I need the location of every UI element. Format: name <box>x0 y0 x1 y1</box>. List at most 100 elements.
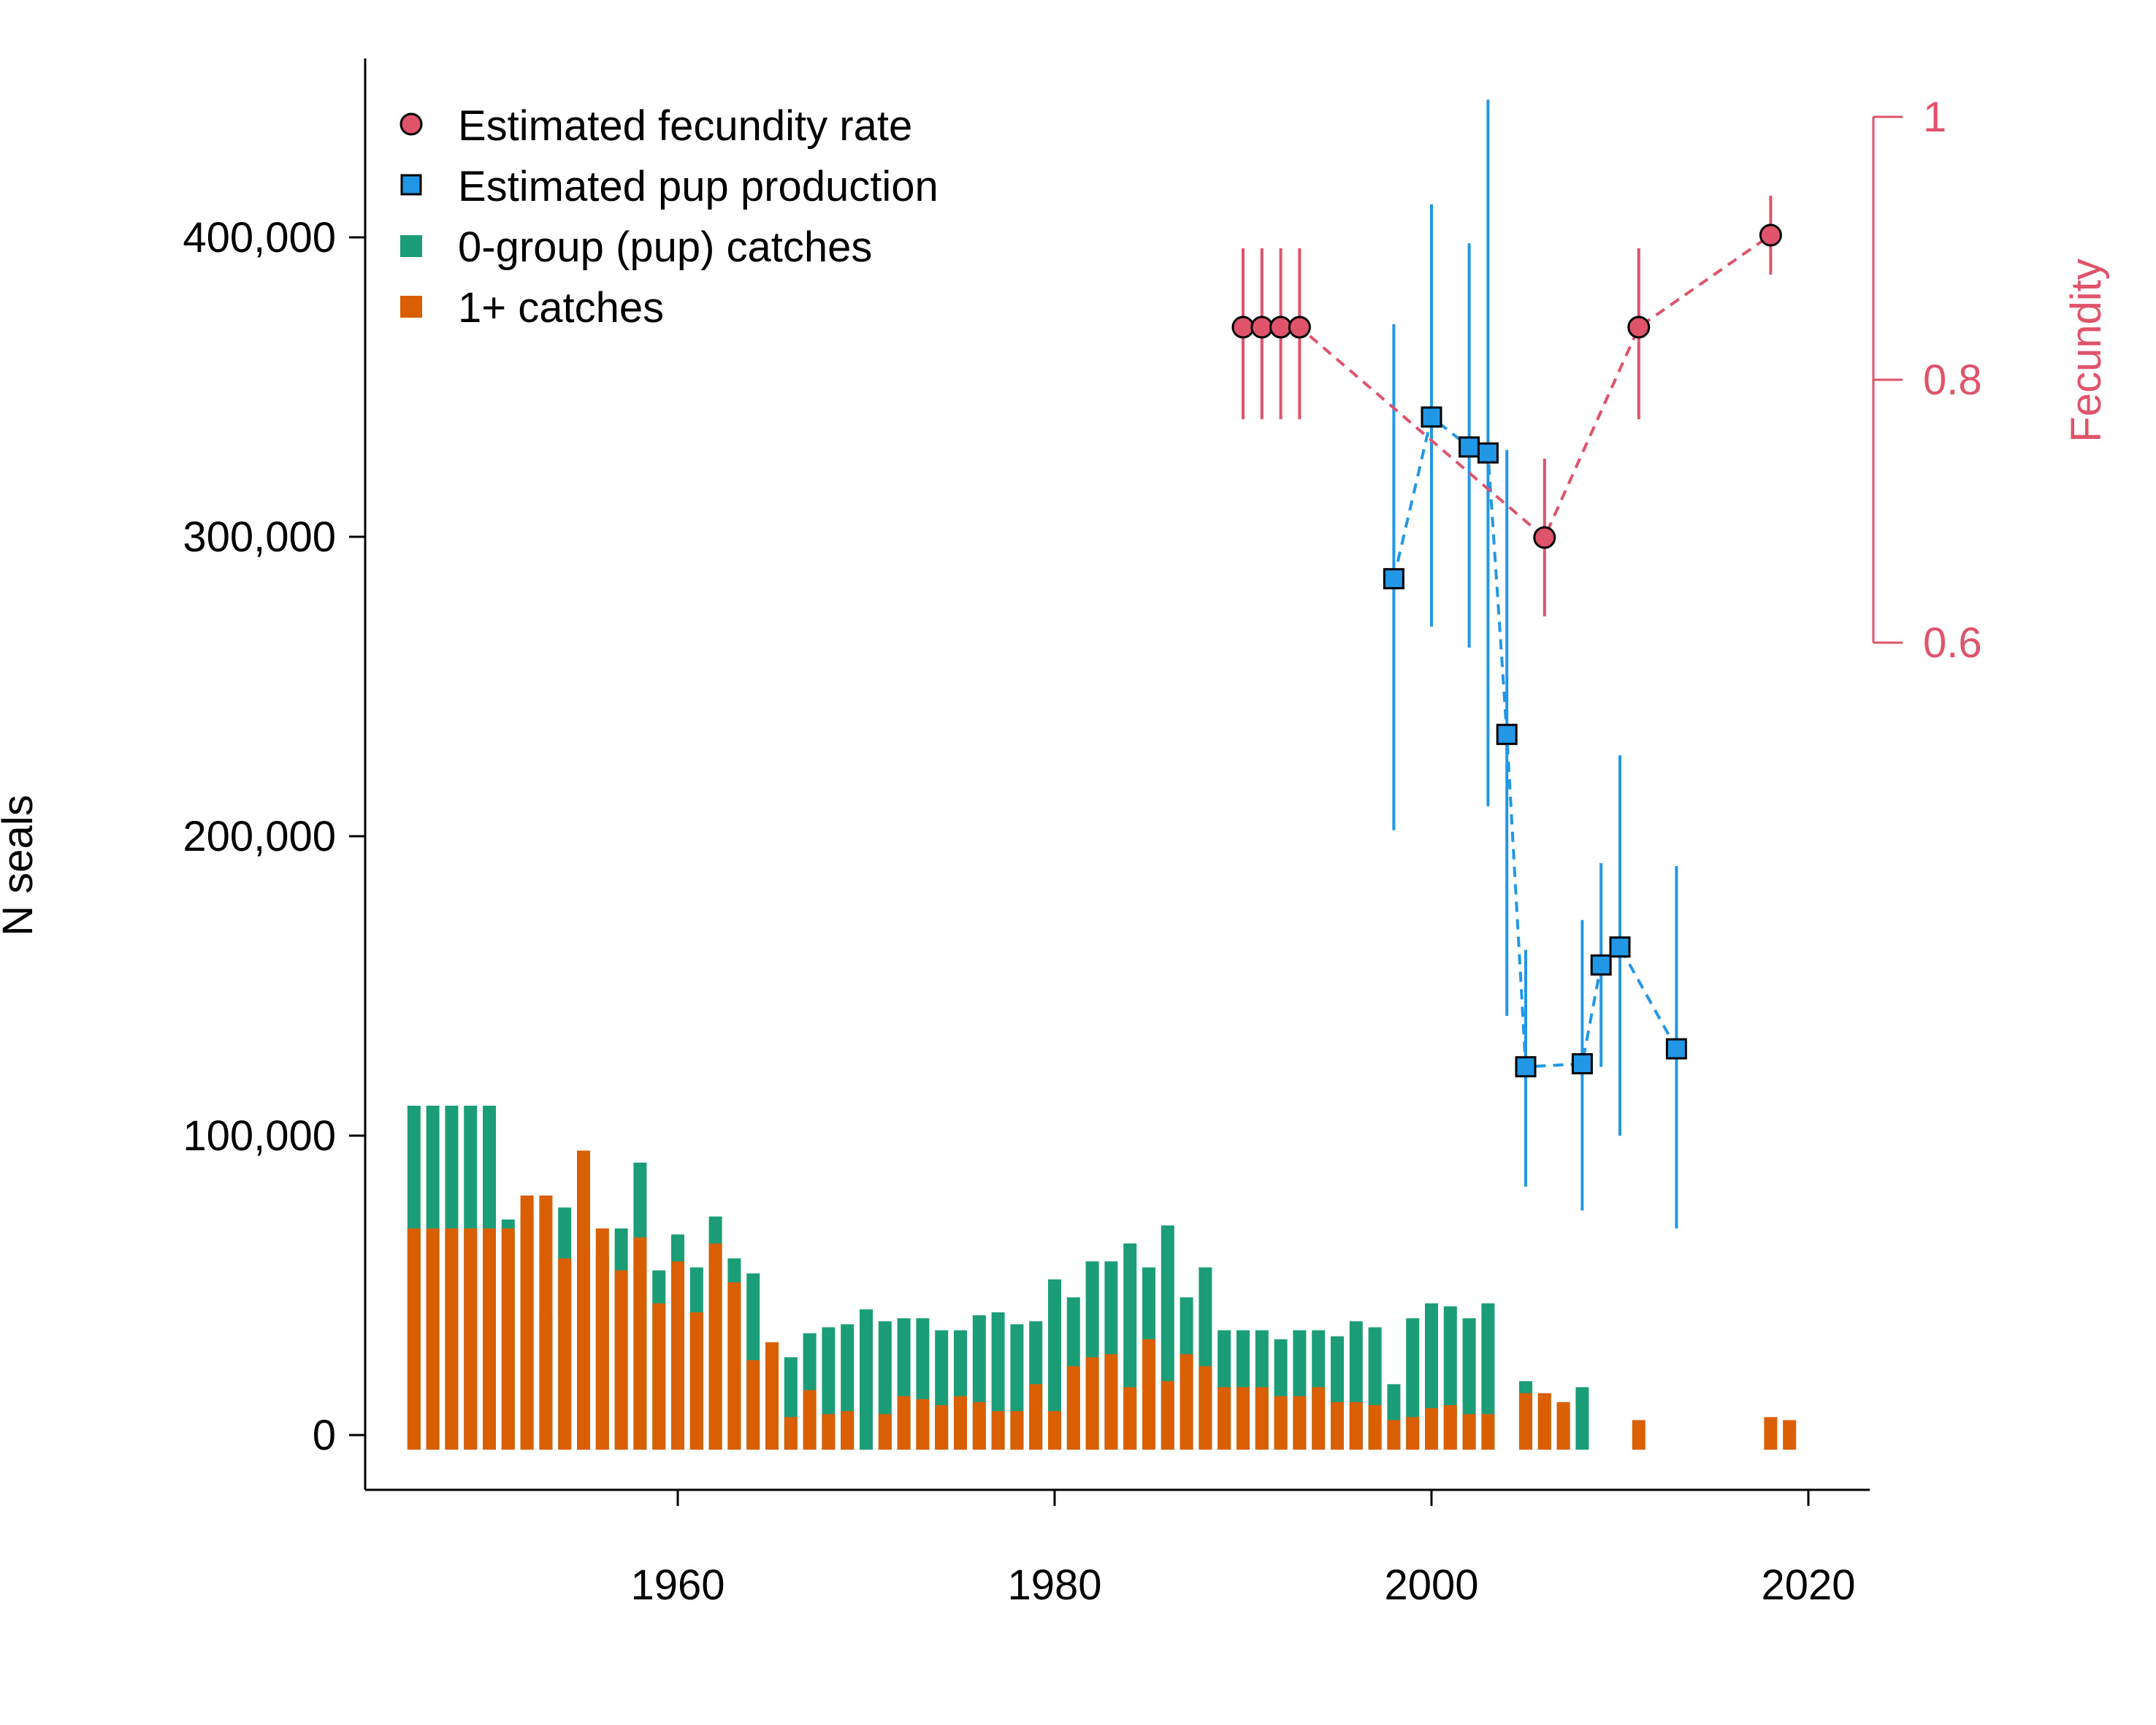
adult-catch-bar <box>1217 1387 1231 1450</box>
pup-production-point <box>1571 1053 1593 1075</box>
adult-catch-bar <box>765 1342 779 1450</box>
x-tick-label: 2020 <box>1761 1561 1855 1609</box>
pup-production-point <box>1590 954 1612 976</box>
legend-marker-bar <box>400 235 422 257</box>
fecundity-point <box>1231 315 1255 339</box>
adult-catch-bar <box>577 1150 590 1450</box>
adult-catch-bar <box>1029 1384 1043 1450</box>
y2-tick-label: 0.6 <box>1923 619 1982 667</box>
adult-catch-bar <box>784 1417 798 1450</box>
adult-catch-bar <box>1387 1420 1401 1450</box>
pup-production-point <box>1383 567 1404 589</box>
y2-tick-label: 1 <box>1923 93 1946 141</box>
adult-catch-bar <box>483 1228 496 1450</box>
adult-catch-bar <box>1085 1357 1099 1450</box>
y-tick-label: 0 <box>313 1412 336 1459</box>
adult-catch-bar <box>1462 1414 1476 1450</box>
pup-production-point <box>1609 936 1631 958</box>
adult-catch-bar <box>1161 1381 1174 1450</box>
adult-catch-bar <box>1048 1411 1061 1450</box>
adult-catch-bar <box>520 1196 534 1450</box>
fecundity-layer <box>1231 196 1782 616</box>
adult-catch-bar <box>1123 1387 1137 1450</box>
adult-catch-bar <box>972 1401 986 1450</box>
y-tick-label: 400,000 <box>183 214 336 261</box>
adult-catch-bar <box>1632 1420 1645 1450</box>
bars-layer <box>407 1106 1797 1450</box>
fecundity-point <box>1759 223 1782 247</box>
adult-catch-bar <box>671 1261 684 1450</box>
y2-tick-label: 0.8 <box>1923 356 1982 404</box>
adult-catch-bar <box>1293 1396 1307 1450</box>
adult-catch-bar <box>1274 1396 1288 1450</box>
pup-production-layer <box>1383 99 1687 1229</box>
y-tick-label: 300,000 <box>183 513 336 561</box>
pup-catch-bar <box>1048 1279 1061 1450</box>
x-tick-label: 1960 <box>630 1561 725 1609</box>
adult-catch-bar <box>1066 1366 1080 1450</box>
adult-catch-bar <box>1443 1405 1457 1450</box>
legend-marker-bar <box>400 296 422 318</box>
pup-production-line <box>1392 414 1678 1068</box>
legend-marker-circle <box>400 112 423 136</box>
adult-catch-bar <box>1142 1339 1155 1450</box>
pup-catch-bar <box>1406 1318 1420 1450</box>
adult-catch-bar <box>1312 1387 1326 1450</box>
adult-catch-bar <box>1199 1366 1212 1450</box>
adult-catch-bar <box>991 1411 1005 1450</box>
adult-catch-bar <box>1180 1354 1193 1450</box>
adult-catch-bar <box>1349 1401 1363 1450</box>
adult-catch-bar <box>652 1303 666 1450</box>
adult-catch-bar <box>803 1390 817 1450</box>
adult-catch-bar <box>708 1243 722 1450</box>
axes-layer: 0 100,000 200,000 300,000 400,000 1960 1980 200… <box>183 58 1982 1609</box>
legend-label: Estimated pup production <box>458 163 939 210</box>
adult-catch-bar <box>841 1411 855 1450</box>
legend: Estimated fecundity rate Estimated pup pr… <box>400 102 939 332</box>
adult-catch-bar <box>954 1396 967 1450</box>
adult-catch-bar <box>916 1399 930 1450</box>
adult-catch-bar <box>426 1228 440 1450</box>
pup-production-point <box>1421 406 1442 428</box>
pup-production-point <box>1496 724 1518 746</box>
adult-catch-bar <box>407 1228 421 1450</box>
fecundity-point <box>1288 315 1311 339</box>
adult-catch-bar <box>595 1228 609 1450</box>
adult-catch-bar <box>558 1258 572 1450</box>
y2-axis-title: Fecundity <box>2063 259 2110 442</box>
fecundity-point <box>1533 526 1556 549</box>
pup-production-point <box>1665 1038 1687 1060</box>
legend-marker-square <box>400 174 422 196</box>
legend-label: 0-group (pup) catches <box>458 223 872 271</box>
adult-catch-bar <box>1368 1405 1382 1450</box>
adult-catch-bar <box>878 1414 892 1450</box>
adult-catch-bar <box>1764 1417 1778 1450</box>
fecundity-point <box>1627 315 1651 339</box>
legend-label: 1+ catches <box>458 284 664 332</box>
fecundity-point <box>1250 315 1274 339</box>
adult-catch-bar <box>464 1228 478 1450</box>
legend-label: Estimated fecundity rate <box>458 102 912 150</box>
adult-catch-bar <box>822 1414 836 1450</box>
adult-catch-bar <box>614 1270 628 1450</box>
y-tick-label: 100,000 <box>183 1112 336 1160</box>
adult-catch-bar <box>501 1228 515 1450</box>
adult-catch-bar <box>727 1282 741 1450</box>
adult-catch-bar <box>1255 1387 1269 1450</box>
adult-catch-bar <box>1406 1417 1420 1450</box>
y-axis-title: N seals <box>0 795 42 936</box>
pup-production-point <box>1459 436 1480 458</box>
adult-catch-bar <box>689 1312 703 1450</box>
adult-catch-bar <box>1556 1401 1570 1450</box>
adult-catch-bar <box>1481 1414 1495 1450</box>
adult-catch-bar <box>1519 1393 1532 1450</box>
pup-production-point <box>1515 1056 1537 1078</box>
adult-catch-bar <box>1783 1420 1797 1450</box>
adult-catch-bar <box>1425 1408 1438 1450</box>
pup-catch-bar <box>860 1309 873 1450</box>
y-tick-label: 200,000 <box>183 813 336 860</box>
adult-catch-bar <box>897 1396 911 1450</box>
adult-catch-bar <box>1537 1393 1551 1450</box>
pup-catch-bar <box>1481 1303 1495 1450</box>
